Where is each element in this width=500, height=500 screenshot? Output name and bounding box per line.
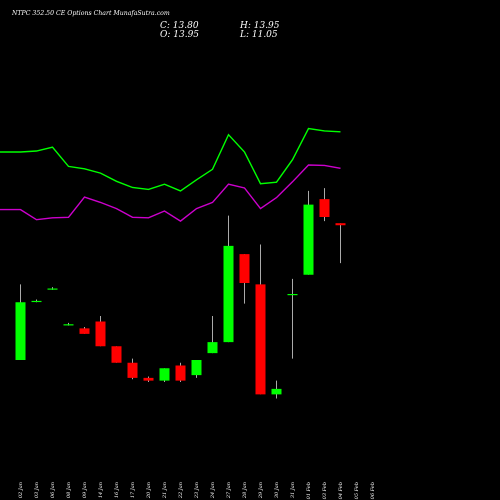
high-label: H: 13.95 <box>239 21 280 31</box>
candle <box>143 376 154 382</box>
candle <box>239 254 250 304</box>
x-tick-label: 03 Feb <box>322 482 328 499</box>
candle-body <box>319 199 330 217</box>
candle <box>191 360 202 378</box>
candle-body <box>63 324 74 326</box>
candle-body <box>159 368 170 381</box>
candle-body <box>239 254 250 283</box>
x-tick-label: 14 Jan <box>98 482 104 498</box>
candle-body <box>111 346 122 363</box>
x-tick-label: 02 Jan <box>18 482 24 498</box>
chart-title: NTPC 352.50 CE Options Chart MunafaSutra… <box>11 10 170 17</box>
x-tick-label: 16 Jan <box>114 482 120 498</box>
close-label: C: 13.80 <box>160 21 199 31</box>
candle-body <box>303 204 314 275</box>
candle <box>63 322 74 326</box>
candle-body <box>127 362 138 378</box>
x-tick-label: 21 Jan <box>162 482 168 499</box>
candle-body <box>271 388 282 395</box>
candle <box>95 316 106 347</box>
candle <box>175 362 186 382</box>
candle <box>15 284 26 360</box>
candle-body <box>191 360 202 376</box>
x-tick-label: 20 Jan <box>146 482 152 499</box>
candles-layer <box>15 188 346 399</box>
x-tick-label: 31 Jan <box>290 482 296 498</box>
candle-body <box>95 321 106 347</box>
candle <box>127 358 138 380</box>
x-tick-label: 23 Jan <box>194 482 200 499</box>
candle <box>335 223 346 264</box>
candle-body <box>335 223 346 226</box>
candle-body <box>223 245 234 343</box>
x-tick-label: 27 Jan <box>226 482 232 499</box>
candle <box>287 278 298 359</box>
candle <box>255 244 266 395</box>
candle <box>207 316 218 354</box>
x-tick-label: 28 Jan <box>242 482 248 499</box>
candle <box>319 188 330 222</box>
x-tick-label: 22 Jan <box>178 482 184 499</box>
candle-body <box>207 342 218 354</box>
candle <box>111 346 122 363</box>
x-tick-label: 09 Jan <box>82 482 88 498</box>
x-tick-label: 24 Jan <box>210 482 216 499</box>
chart-header: NTPC 352.50 CE Options Chart MunafaSutra… <box>11 10 280 40</box>
x-tick-label: 05 Feb <box>354 482 360 499</box>
candle <box>159 368 170 382</box>
x-tick-label: 17 Jan <box>130 482 136 498</box>
x-tick-label: 04 Feb <box>338 482 344 499</box>
candle-body <box>175 365 186 381</box>
x-tick-label: 01 Feb <box>306 482 312 499</box>
x-tick-label: 29 Jan <box>258 482 264 499</box>
candle <box>47 287 58 290</box>
x-tick-label: 30 Jan <box>274 482 280 498</box>
candle-body <box>255 284 266 395</box>
candle <box>223 215 234 343</box>
candle-body <box>15 302 26 360</box>
bands-layer <box>0 127 341 222</box>
candle <box>31 299 42 303</box>
candle <box>79 327 90 334</box>
candle <box>271 380 282 399</box>
candle-body <box>79 328 90 334</box>
x-tick-label: 06 Jan <box>50 482 56 498</box>
x-tick-label: 08 Jan <box>66 482 72 498</box>
x-axis: 02 Jan 03 Jan 06 Jan 08 Jan 09 Jan 14 Jan 16 J… <box>18 482 376 499</box>
low-label: L: 11.05 <box>239 30 278 40</box>
band-line-2 <box>0 164 341 222</box>
candle-body <box>31 300 42 303</box>
candle-body <box>287 294 298 296</box>
x-tick-label: 03 Jan <box>34 482 40 498</box>
candle <box>303 190 314 275</box>
candle-body <box>47 288 58 290</box>
open-label: O: 13.95 <box>160 30 199 40</box>
band-line-1 <box>0 127 341 192</box>
x-tick-label: 06 Feb <box>370 482 376 499</box>
candle-body <box>143 377 154 381</box>
